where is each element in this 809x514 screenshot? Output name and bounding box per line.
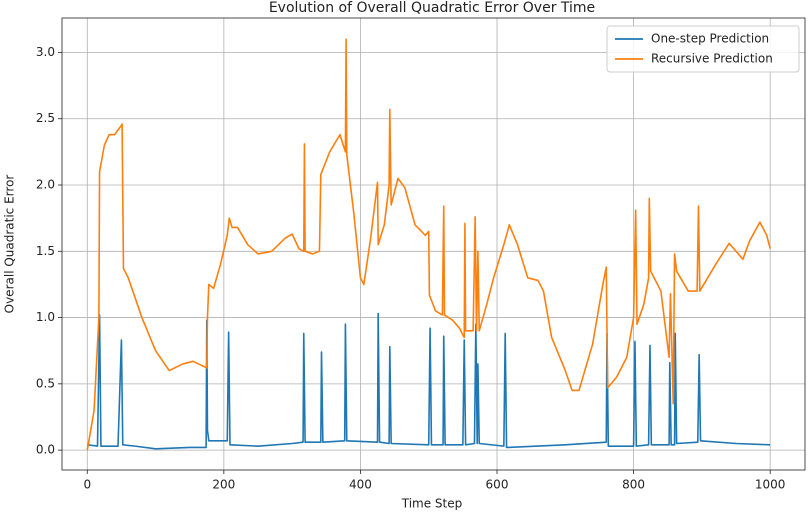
y-tick-label: 2.0 [36, 178, 55, 192]
legend-label: One-step Prediction [651, 32, 769, 46]
legend-box [606, 25, 800, 73]
y-tick-label: 0.0 [36, 443, 55, 457]
series-line [87, 312, 771, 450]
x-tick-label: 600 [486, 478, 509, 492]
y-tick-label: 2.5 [36, 111, 55, 125]
chart-title: Evolution of Overall Quadratic Error Ove… [269, 0, 595, 16]
y-tick-label: 3.0 [36, 45, 55, 59]
y-tick-label: 0.5 [36, 376, 55, 390]
x-axis-label: Time Step [401, 497, 463, 511]
y-tick-label: 1.0 [36, 310, 55, 324]
series-line [86, 38, 771, 451]
x-tick-label: 800 [622, 478, 645, 492]
y-axis-label: Overall Quadratic Error [3, 175, 17, 314]
x-tick-label: 200 [212, 478, 235, 492]
y-tick-label: 1.5 [36, 244, 55, 258]
legend-label: Recursive Prediction [651, 52, 773, 66]
x-tick-label: 400 [349, 478, 372, 492]
x-tick-label: 1000 [755, 478, 786, 492]
x-tick-label: 0 [83, 478, 91, 492]
plot-frame [61, 17, 806, 471]
